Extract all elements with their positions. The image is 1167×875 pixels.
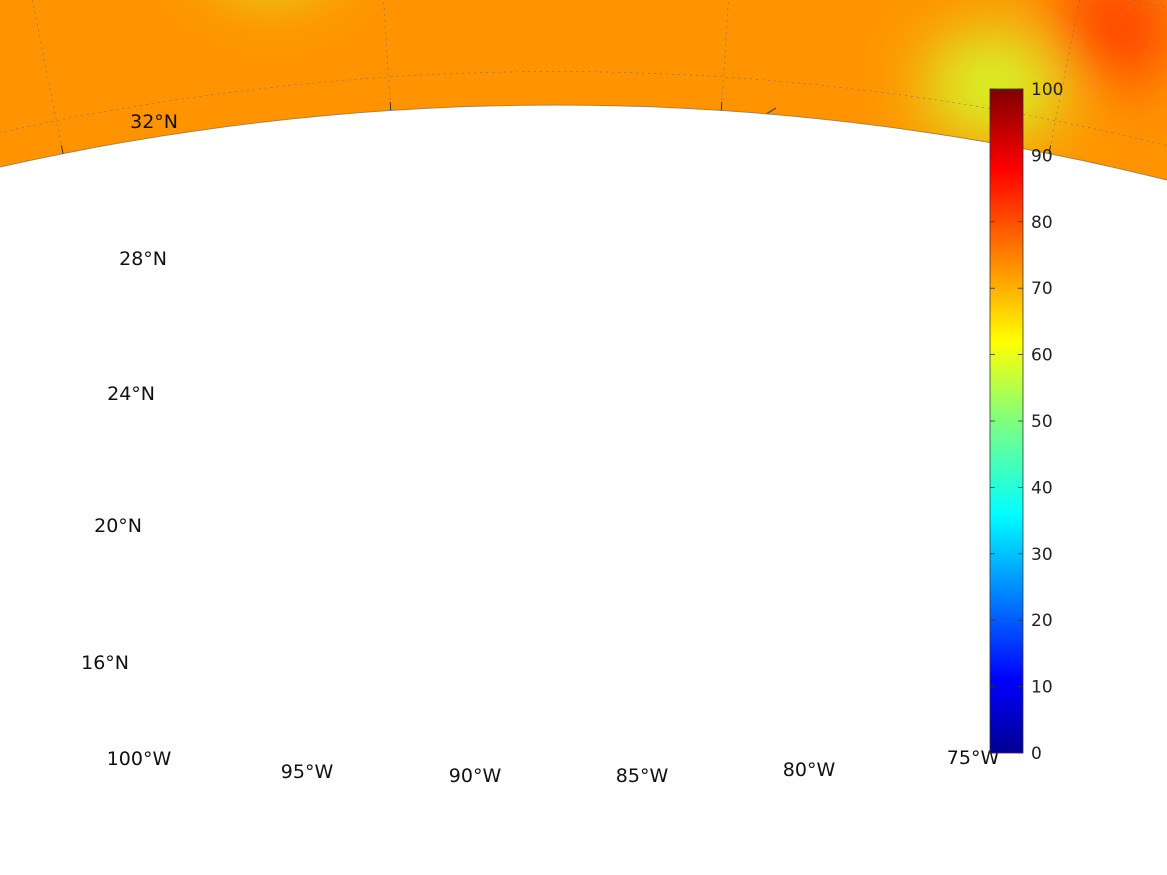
map-frame	[0, 104, 1167, 181]
lon-label-85w: 85°W	[616, 765, 669, 787]
colorbar-tick-label: 40	[1031, 478, 1053, 498]
colorbar-ticks: 0 10 20 30 40 50 60 70 80 90 100	[990, 80, 1063, 764]
coastline-bahamas	[815, 310, 920, 415]
colorbar-tick-label: 60	[1031, 346, 1053, 366]
frame-tick	[389, 102, 392, 111]
lat-label-16n: 16°N	[81, 652, 129, 674]
lon-label-95w: 95°W	[281, 761, 334, 783]
lon-label-80w: 80°W	[783, 759, 836, 781]
colorbar-tick-label: 20	[1031, 611, 1053, 631]
field-feature-1	[923, 30, 1064, 141]
colorbar-tick-label: 30	[1031, 545, 1053, 565]
lat-label-32n: 32°N	[130, 111, 178, 133]
lat-label-24n: 24°N	[107, 383, 155, 405]
field-feature-3	[1039, 0, 1167, 85]
data-field-features	[923, 0, 1167, 141]
lat-label-28n: 28°N	[119, 248, 167, 270]
coastline-yucatan	[320, 496, 700, 735]
frame-ticks	[60, 102, 1052, 154]
colorbar-tick-label: 90	[1031, 146, 1053, 166]
colorbar: 0 10 20 30 40 50 60 70 80 90 100	[989, 80, 1063, 764]
colorbar-tick-label: 10	[1031, 678, 1053, 698]
latitude-tick-labels: 16°N 20°N 24°N 28°N 32°N	[81, 111, 178, 674]
colorbar-tick-label: 50	[1031, 412, 1053, 432]
coastline-gulf-mexico	[204, 107, 781, 240]
coastline-hispaniola	[865, 528, 948, 548]
frame-tick	[720, 102, 723, 111]
colorbar-tick-label: 0	[1031, 744, 1042, 764]
frame-tick	[60, 145, 64, 154]
colorbar-tick-label: 100	[1031, 80, 1063, 100]
lon-label-75w: 75°W	[947, 747, 1000, 769]
colorbar-gradient	[989, 88, 1024, 754]
lat-label-20n: 20°N	[94, 515, 142, 537]
lon-label-100w: 100°W	[107, 748, 172, 770]
lon-label-90w: 90°W	[449, 765, 502, 787]
colorbar-tick-label: 70	[1031, 279, 1053, 299]
colorbar-tick-label: 80	[1031, 213, 1053, 233]
frame-tick	[1048, 145, 1052, 154]
coastline-cuba	[638, 436, 940, 510]
coastline-jamaica	[853, 588, 918, 605]
longitude-tick-labels: 100°W 95°W 90°W 85°W 80°W 75°W	[107, 747, 1000, 787]
coastlines	[204, 107, 948, 735]
